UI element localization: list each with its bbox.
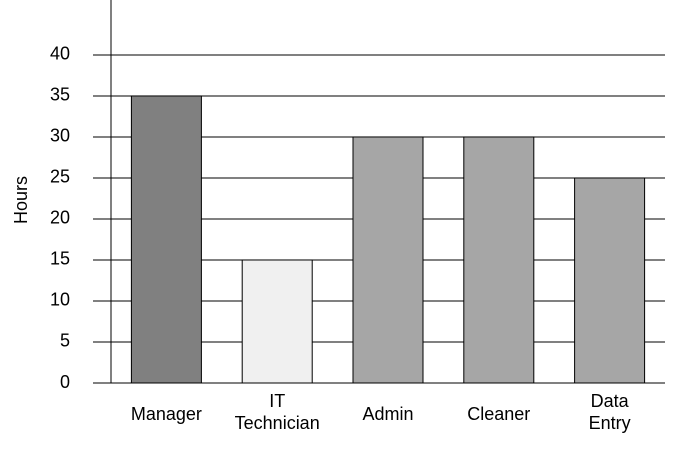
bar xyxy=(574,177,646,384)
bar xyxy=(463,136,535,384)
y-tick-label: 30 xyxy=(50,126,70,146)
x-tick-label: Cleaner xyxy=(467,404,531,424)
x-tick-label: Admin xyxy=(362,404,414,424)
x-tick-label: IT Technician xyxy=(234,391,320,433)
y-tick-label: 35 xyxy=(50,85,70,105)
y-tick-label: 25 xyxy=(50,167,70,187)
x-tick-label: Data Entry xyxy=(588,391,631,433)
y-tick-label: 0 xyxy=(60,372,70,392)
y-tick-label: 5 xyxy=(60,331,70,351)
bar xyxy=(352,136,424,384)
bar xyxy=(241,259,313,384)
bar xyxy=(130,95,202,384)
y-axis-label: Hours xyxy=(11,176,31,224)
y-tick-label: 10 xyxy=(50,290,70,310)
y-tick-label: 15 xyxy=(50,249,70,269)
y-tick-label: 40 xyxy=(50,44,70,64)
x-tick-label: Manager xyxy=(130,404,202,424)
y-tick-label: 20 xyxy=(50,208,70,228)
